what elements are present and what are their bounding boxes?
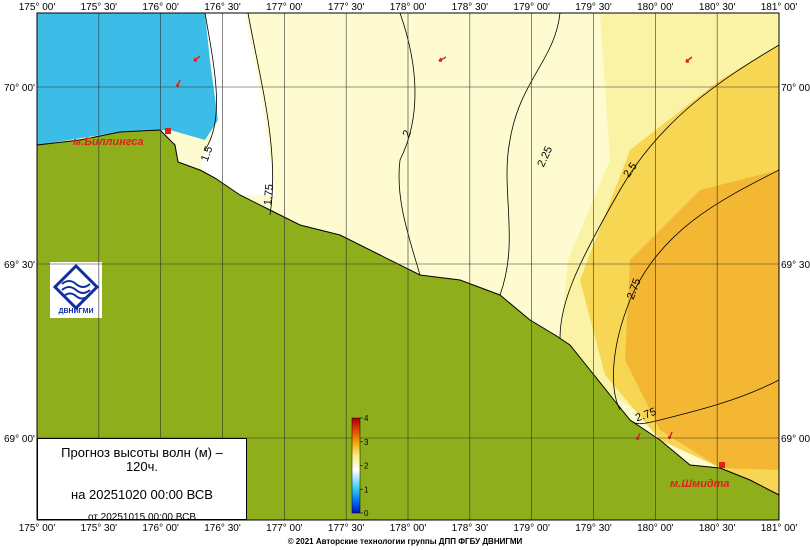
contour-label: 1.5 — [199, 145, 216, 163]
colorbar — [351, 417, 361, 514]
lon-label-bottom: 178° 00' — [390, 523, 427, 534]
lon-label-bottom: 179° 30' — [575, 523, 612, 534]
legend-valid: на 20251020 00:00 ВСВ — [71, 487, 213, 502]
colorbar-tick-label: 2 — [364, 462, 369, 471]
lon-label-top: 178° 30' — [452, 2, 489, 13]
colorbar-tick-label: 0 — [364, 509, 369, 518]
place-label: м.Биллингса — [73, 136, 144, 148]
lon-label-bottom: 180° 30' — [699, 523, 736, 534]
lon-label-bottom: 175° 00' — [19, 523, 56, 534]
lon-label-bottom: 180° 00' — [637, 523, 674, 534]
lat-label-left: 69° 30' — [4, 260, 35, 271]
lon-label-bottom: 178° 30' — [452, 523, 489, 534]
contour-label: 2 — [401, 128, 414, 139]
lon-label-top: 175° 30' — [81, 2, 118, 13]
lat-label-left: 69° 00' — [4, 434, 35, 445]
lon-label-top: 176° 30' — [204, 2, 241, 13]
lat-label-left: 70° 00' — [4, 83, 35, 94]
legend-issued: от 20251015 00:00 ВСВ — [87, 512, 196, 523]
legend-title: Прогноз высоты волн (м) – 120ч. — [61, 445, 223, 474]
place-label: м.Шмидта — [670, 478, 730, 490]
logo-text: ДВНИГМИ — [59, 308, 94, 315]
lon-label-bottom: 176° 00' — [142, 523, 179, 534]
lon-label-bottom: 181° 00' — [761, 523, 798, 534]
lon-label-top: 175° 00' — [19, 2, 56, 13]
lon-label-top: 176° 00' — [142, 2, 179, 13]
lon-label-top: 180° 30' — [699, 2, 736, 13]
lon-label-top: 178° 00' — [390, 2, 427, 13]
footer: © 2021 Авторские технологии группы ДПП Ф… — [287, 537, 523, 546]
lon-label-top: 179° 00' — [513, 2, 550, 13]
lon-label-bottom: 177° 00' — [266, 523, 303, 534]
lon-label-top: 181° 00' — [761, 2, 798, 13]
lon-label-top: 177° 00' — [266, 2, 303, 13]
colorbar-tick-label: 3 — [364, 438, 369, 447]
lon-label-bottom: 175° 30' — [81, 523, 118, 534]
colorbar-tick-label: 1 — [364, 485, 369, 494]
colorbar-tick-label: 4 — [364, 414, 369, 423]
lat-label-right: 70° 00' — [781, 83, 810, 94]
lon-label-bottom: 177° 30' — [328, 523, 365, 534]
lat-label-right: 69° 00' — [781, 434, 810, 445]
lon-label-top: 180° 00' — [637, 2, 674, 13]
lon-label-bottom: 179° 00' — [513, 523, 550, 534]
lon-label-top: 177° 30' — [328, 2, 365, 13]
lon-label-top: 179° 30' — [575, 2, 612, 13]
lon-label-bottom: 176° 30' — [204, 523, 241, 534]
legend: Прогноз высоты волн (м) – 120ч. на 20251… — [37, 438, 247, 523]
logo: ДВНИГМИ — [50, 262, 102, 318]
lat-label-right: 69° 30' — [781, 260, 810, 271]
contour-label: 1.75 — [262, 184, 276, 206]
map: ДВНИГМИ 175° 00' 175° 00' 175° 30' 175° 30'… — [4, 2, 810, 534]
